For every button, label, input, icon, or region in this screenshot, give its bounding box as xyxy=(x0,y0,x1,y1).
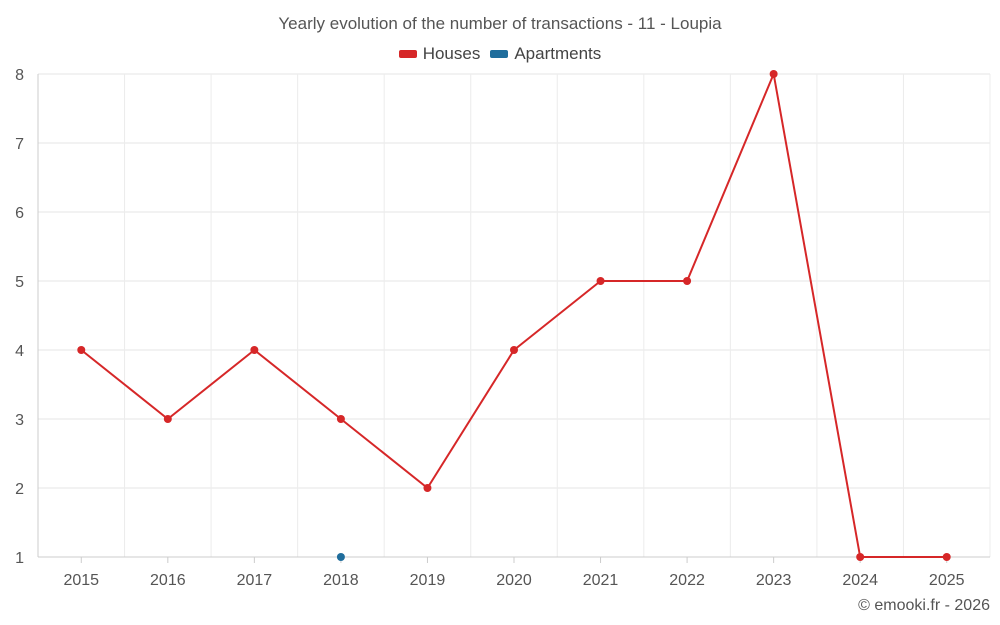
x-tick-label: 2024 xyxy=(842,572,878,589)
data-point-apartments-2018[interactable] xyxy=(336,553,345,561)
y-tick-label: 5 xyxy=(15,274,24,291)
x-tick-label: 2018 xyxy=(323,572,359,589)
x-tick-label: 2015 xyxy=(63,572,99,589)
x-tick-label: 2023 xyxy=(756,572,792,589)
legend-item-apartments[interactable]: Apartments xyxy=(490,44,601,64)
x-tick-label: 2025 xyxy=(929,572,965,589)
y-tick-label: 7 xyxy=(15,136,24,153)
x-tick-label: 2021 xyxy=(583,572,619,589)
data-point-houses-2021[interactable] xyxy=(596,277,605,285)
chart-title: Yearly evolution of the number of transa… xyxy=(278,14,722,33)
x-tick-label: 2020 xyxy=(496,572,532,589)
y-tick-label: 4 xyxy=(15,343,24,360)
x-tick-label: 2019 xyxy=(410,572,446,589)
x-tick-label: 2022 xyxy=(669,572,705,589)
data-point-houses-2015[interactable] xyxy=(77,346,86,354)
legend-label-houses: Houses xyxy=(422,44,481,63)
y-tick-label: 1 xyxy=(15,550,24,567)
data-point-houses-2022[interactable] xyxy=(683,277,692,285)
legend-label-apartments: Apartments xyxy=(514,44,602,63)
y-tick-label: 8 xyxy=(15,67,24,84)
legend: Houses Apartments xyxy=(0,44,1000,64)
legend-swatch-apartments xyxy=(490,50,509,58)
data-point-houses-2023[interactable] xyxy=(769,70,778,78)
series-layer xyxy=(77,70,951,561)
data-point-houses-2018[interactable] xyxy=(336,415,345,423)
y-tick-label: 2 xyxy=(15,481,24,498)
axis-layer: 1 2 3 4 5 6 7 8 2015 2016 2017 2018 2019 2020 2021 2022… xyxy=(15,67,990,589)
x-tick-label: 2016 xyxy=(150,572,186,589)
legend-swatch-houses xyxy=(398,50,417,58)
y-tick-label: 3 xyxy=(15,412,24,429)
data-point-houses-2016[interactable] xyxy=(163,415,172,423)
data-point-houses-2020[interactable] xyxy=(510,346,518,354)
x-tick-label: 2017 xyxy=(237,572,273,589)
data-point-houses-2019[interactable] xyxy=(423,484,432,492)
credit-text: © emooki.fr - 2026 xyxy=(858,597,990,614)
data-point-houses-2024[interactable] xyxy=(856,553,865,561)
data-point-houses-2017[interactable] xyxy=(250,346,259,354)
legend-item-houses[interactable]: Houses xyxy=(398,44,481,64)
data-point-houses-2025[interactable] xyxy=(942,553,951,561)
y-tick-label: 6 xyxy=(15,205,24,222)
